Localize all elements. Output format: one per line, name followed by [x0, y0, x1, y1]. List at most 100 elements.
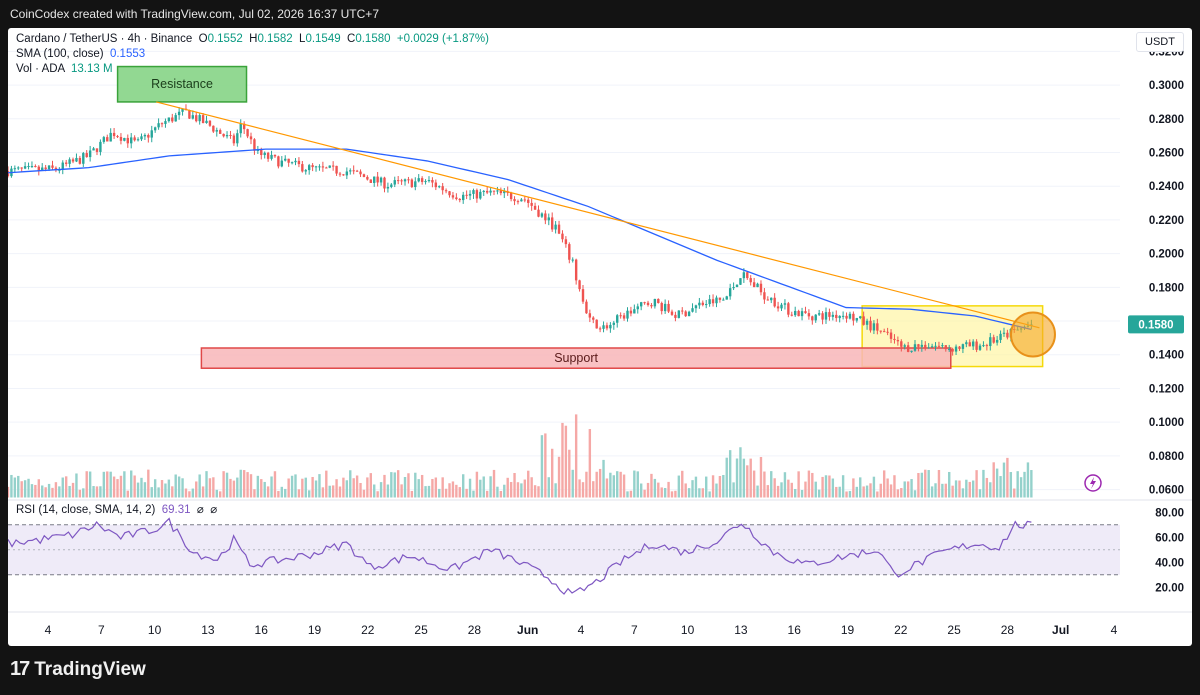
volume-bar: [776, 485, 780, 498]
volume-bar: [99, 486, 102, 498]
time-axis[interactable]: 4 7 10 13 16 19 22 25 28 Jun 4 7 10 13 16 19 22 25 28 Jul 4: [8, 611, 1192, 637]
volume-bar: [882, 470, 886, 498]
candle-body: [975, 341, 978, 350]
volume-bar: [112, 476, 116, 498]
candle-body: [462, 194, 465, 201]
volume-bar: [817, 489, 821, 498]
candle-body: [872, 323, 876, 331]
time-tick-label: 10: [148, 623, 162, 637]
volume-bar: [537, 486, 540, 498]
volume-bar: [167, 479, 171, 498]
volume-bar: [725, 457, 728, 498]
volume-bar: [530, 477, 533, 498]
volume-bar: [684, 483, 687, 498]
candle-body: [862, 316, 865, 325]
volume-bar: [773, 478, 776, 498]
candle-body: [465, 194, 468, 196]
volume-bar: [1013, 488, 1016, 498]
volume-bar: [841, 475, 845, 498]
candle-body: [342, 174, 345, 176]
time-tick-label: 10: [681, 623, 695, 637]
volume-bar: [20, 481, 23, 498]
chart-card[interactable]: Cardano / TetherUS · 4h · Binance O0.155…: [8, 28, 1192, 646]
volume-bar: [23, 480, 27, 498]
rsi-line: [8, 517, 1032, 595]
candle-body: [369, 179, 372, 183]
volume-bar: [198, 474, 201, 498]
candle-body: [677, 310, 681, 318]
volume-bar: [212, 477, 215, 498]
time-tick-label: 25: [414, 623, 428, 637]
candle-body: [787, 303, 790, 315]
time-tick-label: 7: [98, 623, 105, 637]
volume-bar: [855, 486, 859, 498]
volume-bar: [160, 480, 164, 498]
volume-bar: [1016, 471, 1019, 498]
candle-body: [763, 292, 766, 300]
volume-bar: [509, 481, 513, 498]
volume-bar: [37, 479, 41, 498]
candle-body: [896, 340, 900, 342]
volume-bar: [496, 486, 499, 498]
volume-bar: [229, 478, 232, 498]
volume-bar: [592, 481, 595, 498]
candle-body: [410, 179, 414, 188]
volume-bar: [417, 479, 420, 498]
volume-bar: [770, 471, 773, 498]
candle-body: [800, 311, 804, 317]
candle-body: [930, 346, 934, 348]
volume-bar: [790, 482, 793, 498]
candle-body: [386, 186, 390, 189]
candle-body: [438, 186, 441, 188]
candle-body: [831, 314, 835, 317]
candle-body: [455, 197, 458, 200]
volume-bar: [660, 487, 663, 498]
candle-body: [687, 311, 691, 317]
price-axis[interactable]: 0.32000.30000.28000.26000.24000.22000.20…: [1084, 46, 1184, 497]
rsi-legend[interactable]: RSI (14, close, SMA, 14, 2) 69.31 ⌀ ⌀: [16, 502, 217, 516]
rsi-pane[interactable]: 80.00 60.00 40.00 20.00: [8, 499, 1192, 595]
volume-bar: [359, 482, 362, 498]
candle-body: [335, 165, 338, 174]
candle-body: [865, 320, 869, 325]
volume-bar: [616, 471, 619, 498]
candle-body: [314, 166, 318, 168]
volume-bar: [643, 489, 646, 498]
currency-selector[interactable]: USDT: [1136, 32, 1184, 52]
volume-bar: [852, 478, 855, 498]
candle-body: [20, 167, 23, 169]
candle-body: [225, 134, 229, 137]
time-tick-label: Jun: [517, 623, 538, 637]
candle-body: [571, 259, 574, 261]
volume-bar: [557, 456, 561, 498]
rsi-value: 69.31: [161, 504, 191, 516]
candle-body: [650, 305, 653, 307]
volume-bar: [941, 483, 944, 498]
candle-body: [725, 296, 728, 300]
candle-body: [540, 213, 544, 217]
candle-body: [301, 164, 304, 172]
volume-bar: [958, 480, 961, 498]
candle-body: [253, 139, 256, 151]
candle-body: [280, 160, 284, 167]
candle-body: [75, 157, 78, 162]
candle-body: [219, 130, 222, 134]
volume-bar: [824, 475, 828, 498]
candle-body: [109, 132, 112, 142]
rsi-tick-label: 40.00: [1155, 557, 1184, 569]
volume-bar: [164, 483, 167, 498]
time-tick-label: 13: [734, 623, 748, 637]
sma-row[interactable]: SMA (100, close) 0.1553: [16, 47, 489, 62]
rsi-na-1: ⌀: [196, 504, 204, 516]
volume-bar: [715, 483, 718, 498]
candle-body: [616, 315, 619, 323]
volume-row[interactable]: Vol · ADA 13.13 M: [16, 62, 489, 77]
volume-bar: [814, 481, 817, 498]
tradingview-logo[interactable]: 17 TradingView: [10, 658, 146, 681]
time-tick-label: 28: [468, 623, 482, 637]
volume-bar: [95, 486, 99, 498]
candle-body: [123, 137, 126, 141]
volume-bar: [718, 476, 722, 498]
candle-body: [208, 120, 212, 126]
